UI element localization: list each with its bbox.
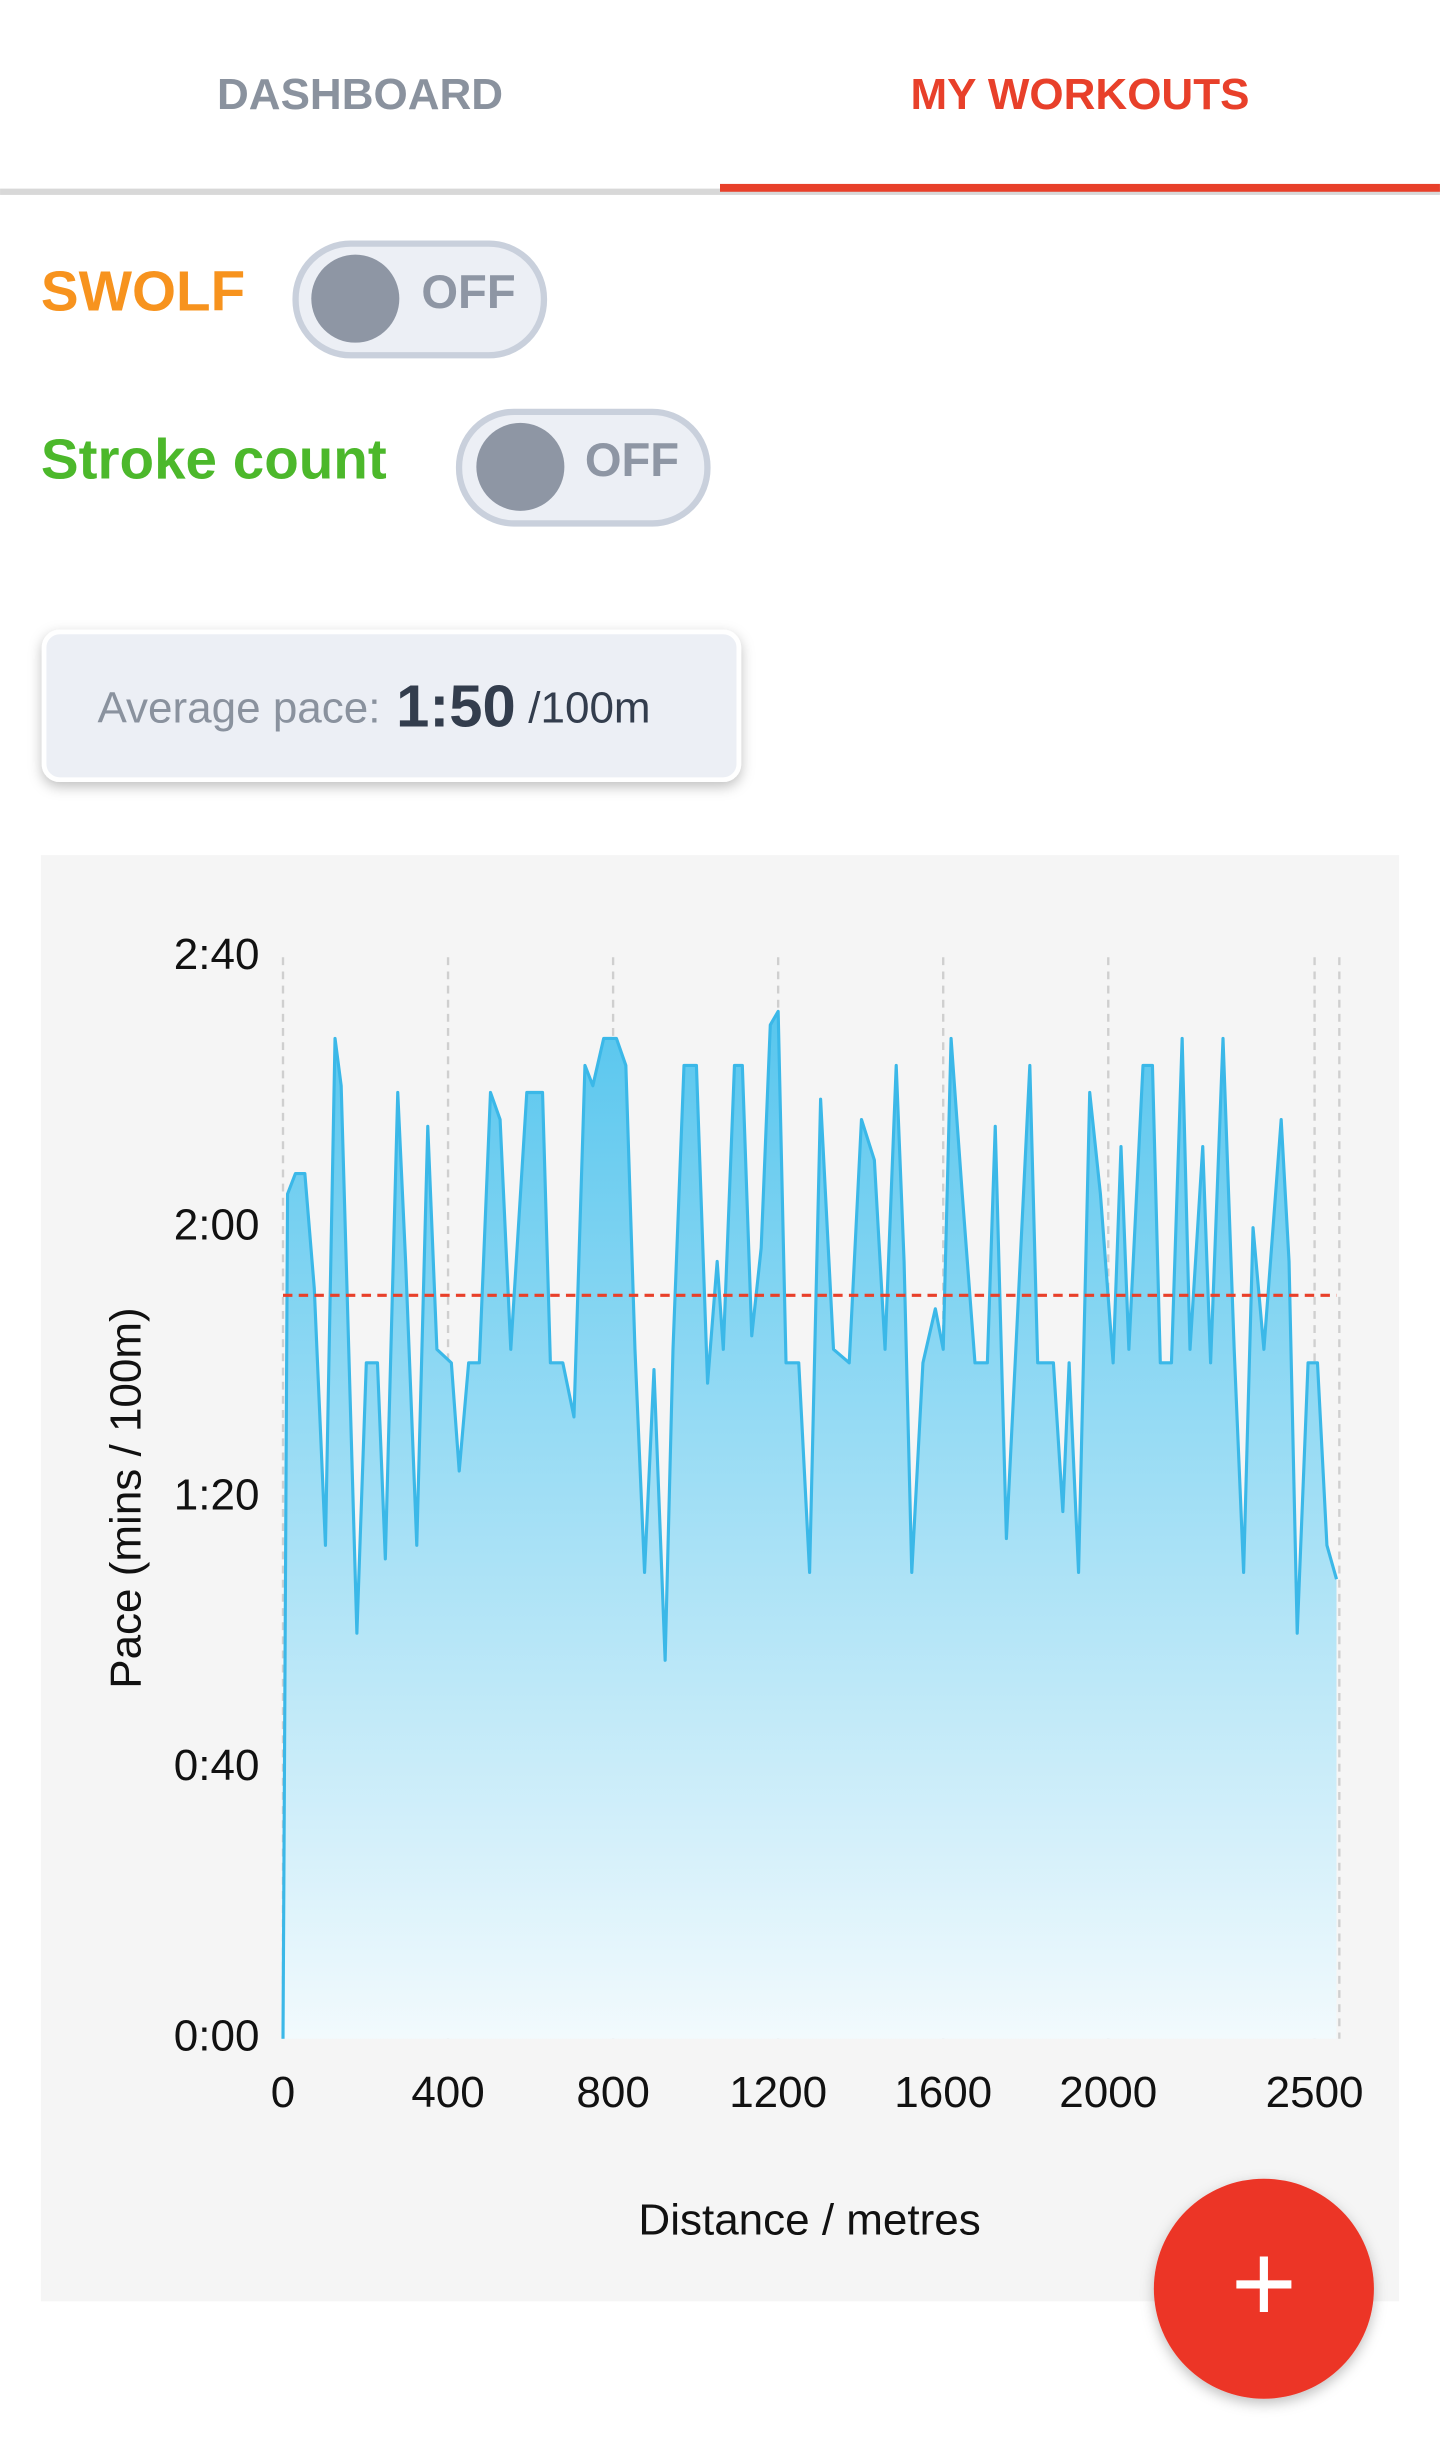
toggle-label: Stroke count <box>41 428 387 491</box>
x-tick-label: 2000 <box>1059 2068 1157 2117</box>
toggle-knob[interactable] <box>311 254 400 343</box>
x-tick-label: 1600 <box>894 2068 992 2117</box>
pace-line <box>281 1009 1339 2039</box>
average-card <box>41 629 742 783</box>
toggle[interactable]: OFF <box>292 240 548 359</box>
average-pace: Average pace: 1:50/100m <box>98 672 651 739</box>
y-tick-label: 0:00 <box>174 2011 260 2060</box>
chart: 0 400 800 1200 1600 2000 2500 0:00 0:40 1:20 2:00 2… <box>174 930 1364 2117</box>
toggle-state[interactable]: OFF <box>421 265 515 318</box>
add-button[interactable]: + <box>1153 2178 1374 2399</box>
x-tick-label: 1200 <box>729 2068 827 2117</box>
y-tick-label: 2:40 <box>174 930 260 979</box>
tab[interactable]: MY WORKOUTS <box>720 70 1440 192</box>
y-tick-label: 1:20 <box>174 1471 260 1520</box>
tab-label[interactable]: DASHBOARD <box>217 70 503 119</box>
fab[interactable] <box>1153 2178 1374 2399</box>
x-axis-label: Distance / metres <box>638 2195 980 2244</box>
x-tick-label: 2500 <box>1266 2068 1364 2117</box>
y-tick-label: 2:00 <box>174 1200 260 1249</box>
fab-icon[interactable]: + <box>1231 2220 1297 2346</box>
x-tick-label: 0 <box>271 2068 295 2117</box>
average-unit: /100m <box>528 683 650 732</box>
average-value: 1:50 <box>396 672 516 739</box>
y-tick-label: 0:40 <box>174 1741 260 1790</box>
tab-indicator <box>720 183 1440 192</box>
tab-label[interactable]: MY WORKOUTS <box>910 70 1249 119</box>
y-axis-label: Pace (mins / 100m) <box>102 1307 151 1688</box>
average-label: Average pace: <box>98 683 381 732</box>
x-tick-label: 800 <box>576 2068 649 2117</box>
toggle[interactable]: OFF <box>455 408 711 527</box>
toggle-label: SWOLF <box>41 259 245 322</box>
tab[interactable]: DASHBOARD <box>217 70 503 119</box>
x-tick-label: 400 <box>411 2068 484 2117</box>
toggle-knob[interactable] <box>476 422 565 511</box>
toggle-state[interactable]: OFF <box>585 433 679 486</box>
